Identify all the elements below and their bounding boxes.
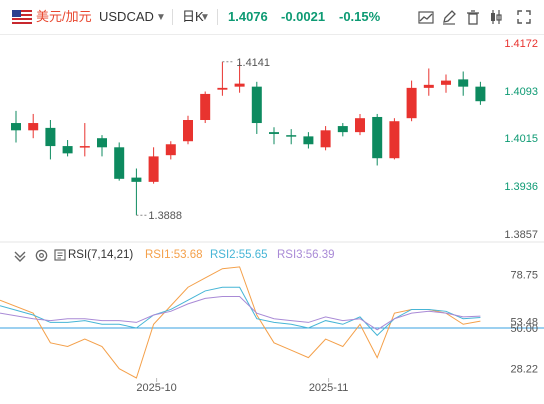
candle-body xyxy=(62,146,73,154)
candle-body xyxy=(251,86,262,124)
candle-body xyxy=(131,177,142,182)
candle-body xyxy=(441,80,451,85)
max-price-label: 1.4141 xyxy=(236,57,270,69)
candle-body xyxy=(183,120,193,142)
candle-body xyxy=(286,135,297,137)
area-chart-icon[interactable] xyxy=(416,7,436,27)
candle-body xyxy=(165,144,176,156)
price-tick-label: 1.4172 xyxy=(504,38,538,50)
candle-body xyxy=(45,127,56,147)
period-selector[interactable]: 日K xyxy=(182,9,204,24)
candle-body xyxy=(79,146,90,148)
candle-body xyxy=(11,123,21,131)
delete-icon[interactable] xyxy=(463,7,483,27)
candle-body xyxy=(475,86,486,102)
candle-body xyxy=(114,147,125,179)
candle-body xyxy=(97,138,107,148)
price-change-pct: -0.15% xyxy=(339,9,381,24)
rsi3-value: RSI3:56.39 xyxy=(277,249,335,261)
divider xyxy=(172,9,173,25)
rsi-info-icon[interactable] xyxy=(54,249,66,261)
candles: 1.4141 1.3888 xyxy=(11,57,486,222)
candle-body xyxy=(355,118,365,133)
rsi2-value: RSI2:55.65 xyxy=(210,249,268,261)
rsi-line-rsi1 xyxy=(0,266,481,379)
pair-code[interactable]: USDCAD xyxy=(99,9,154,24)
candle-body xyxy=(406,87,417,119)
gear-icon[interactable] xyxy=(34,248,49,263)
price-tick-label: 1.3857 xyxy=(504,229,538,241)
rsi-tick-label: 50.00 xyxy=(510,323,538,335)
candle-body xyxy=(269,132,279,134)
candle-body xyxy=(28,123,39,131)
candle-body xyxy=(423,84,434,88)
rsi-tick-label: 53.48 xyxy=(510,317,538,329)
price-tick-label: 1.4015 xyxy=(504,133,538,145)
candle-style-icon[interactable] xyxy=(486,7,506,27)
price-axis: 1.4172 1.4093 1.4015 1.3936 1.3857 xyxy=(504,38,538,241)
chevron-down-icon[interactable]: ▼ xyxy=(200,12,210,23)
time-tick-label: 2025-11 xyxy=(309,382,349,394)
fullscreen-icon[interactable] xyxy=(514,7,534,27)
price-tick-label: 1.3936 xyxy=(504,181,538,193)
rsi-title: RSI(7,14,21) xyxy=(68,249,134,261)
rsi1-value: RSI1:53.68 xyxy=(145,249,203,261)
rsi-lines xyxy=(0,266,544,379)
candle-body xyxy=(372,116,383,159)
rsi-tick-label: 28.22 xyxy=(510,363,538,375)
candle-body xyxy=(200,93,211,121)
rsi-header: RSI(7,14,21) RSI1:53.68 RSI2:55.65 RSI3:… xyxy=(0,247,544,265)
rsi-tick-label: 78.75 xyxy=(510,270,538,282)
rsi-line-rsi3 xyxy=(0,295,481,331)
rsi-line-rsi2 xyxy=(0,286,481,337)
candle-body xyxy=(337,126,348,133)
price-tick-label: 1.4093 xyxy=(504,86,538,98)
candle-body xyxy=(234,83,245,87)
min-price-label: 1.3888 xyxy=(148,210,182,222)
draw-pen-icon[interactable] xyxy=(439,7,459,27)
candle-body xyxy=(458,79,469,87)
pair-name-cn[interactable]: 美元/加元 xyxy=(36,9,92,24)
toolbar: 美元/加元 USDCAD ▼ 日K ▼ 1.4076 -0.0021 -0.15… xyxy=(0,0,544,35)
flag-icon xyxy=(12,10,32,24)
time-tick-label: 2025-10 xyxy=(136,382,176,394)
time-axis: 2025-10 2025-11 xyxy=(136,378,348,394)
divider xyxy=(217,9,218,25)
last-price: 1.4076 xyxy=(228,9,268,24)
chevron-down-icon[interactable]: ▼ xyxy=(156,12,166,23)
candle-body xyxy=(217,87,228,90)
candle-body xyxy=(389,121,400,159)
price-change: -0.0021 xyxy=(281,9,326,24)
candle-body xyxy=(148,156,159,182)
collapse-chevron-icon[interactable] xyxy=(12,249,28,263)
candle-body xyxy=(320,130,331,148)
candle-body xyxy=(303,136,314,145)
